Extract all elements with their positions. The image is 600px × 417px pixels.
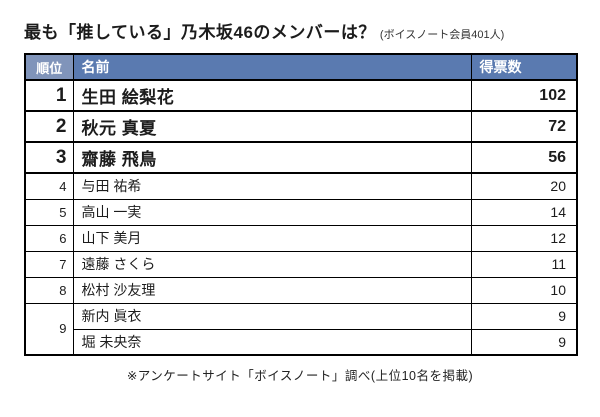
name-cell: 新内 眞衣 [72, 302, 472, 330]
table-row: 堀 未央奈 9 [25, 328, 578, 356]
rank-cell: 2 [24, 110, 74, 143]
votes-cell: 12 [470, 224, 578, 252]
votes-cell: 72 [470, 110, 578, 143]
votes-cell: 20 [470, 172, 578, 200]
votes-cell: 102 [470, 79, 578, 112]
rank-cell: 5 [24, 198, 74, 226]
votes-cell: 9 [470, 328, 578, 356]
votes-cell: 9 [470, 302, 578, 330]
rank-cell: 3 [24, 141, 74, 174]
rank-column-header: 順位 [24, 53, 74, 81]
table-row: 5 高山 一実 14 [24, 198, 578, 226]
page-title: 最も「推している」乃木坂46のメンバーは？ (ボイスノート会員401人) [24, 18, 576, 43]
source-footnote: ※アンケートサイト「ボイスノート」調べ(上位10名を掲載) [126, 369, 474, 383]
rank-cell: 1 [24, 79, 74, 112]
table-row: 3 齋藤 飛鳥 56 [24, 141, 578, 174]
rank-cell: 6 [24, 224, 74, 252]
survey-sample-note: (ボイスノート会員401人) [379, 29, 505, 41]
table-row: 2 秋元 真夏 72 [24, 110, 578, 143]
table-header: 順位 名前 得票数 [24, 53, 578, 81]
name-cell: 生田 絵梨花 [72, 79, 472, 112]
survey-title: 最も「推している」乃木坂46のメンバーは？ [24, 23, 376, 42]
name-cell: 高山 一実 [72, 198, 472, 226]
name-cell: 山下 美月 [72, 224, 472, 252]
votes-column-header: 得票数 [470, 53, 578, 81]
votes-cell: 11 [470, 250, 578, 278]
table-row: 9 新内 眞衣 9 [24, 302, 578, 356]
name-cell: 遠藤 さくら [72, 250, 472, 278]
table-row: 6 山下 美月 12 [24, 224, 578, 252]
name-cell: 与田 祐希 [72, 172, 472, 200]
rank-cell: 8 [24, 276, 74, 304]
name-cell: 堀 未央奈 [72, 328, 472, 356]
name-cell: 秋元 真夏 [72, 110, 472, 143]
votes-cell: 14 [470, 198, 578, 226]
name-cell: 齋藤 飛鳥 [72, 141, 472, 174]
ranking-table: 順位 名前 得票数 1 生田 絵梨花 102 2 秋元 真夏 72 3 齋藤 飛… [24, 53, 578, 356]
rank-cell: 9 [24, 302, 74, 356]
votes-cell: 10 [470, 276, 578, 304]
name-column-header: 名前 [72, 53, 472, 81]
name-cell: 松村 沙友理 [72, 276, 472, 304]
table-row: 8 松村 沙友理 10 [24, 276, 578, 304]
table-row: 4 与田 祐希 20 [24, 172, 578, 200]
rank-cell: 4 [24, 172, 74, 200]
table-row: 7 遠藤 さくら 11 [24, 250, 578, 278]
table-row: 1 生田 絵梨花 102 [24, 79, 578, 112]
votes-cell: 56 [470, 141, 578, 174]
header-row: 順位 名前 得票数 [24, 53, 578, 81]
rank-cell: 7 [24, 250, 74, 278]
table-body: 1 生田 絵梨花 102 2 秋元 真夏 72 3 齋藤 飛鳥 56 4 与田 … [24, 79, 578, 356]
